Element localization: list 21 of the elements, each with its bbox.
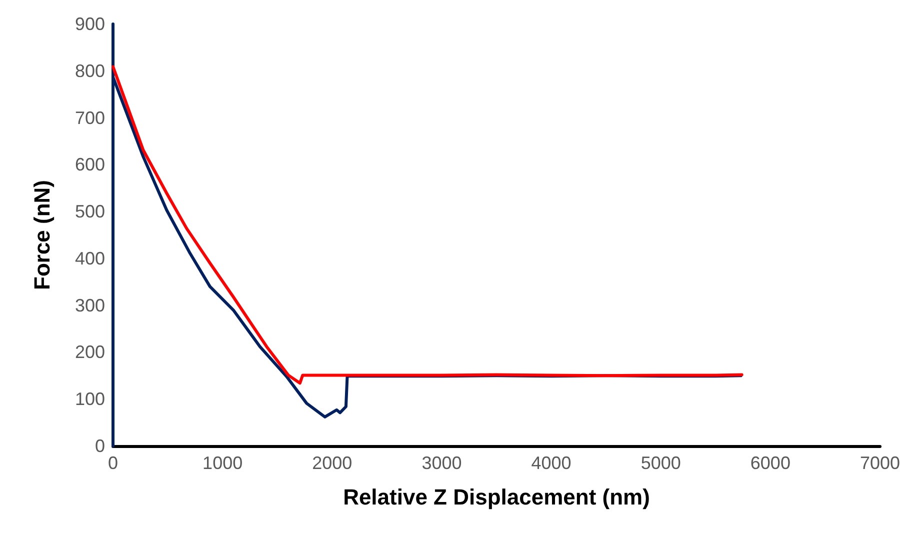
x-tick-label: 4000	[531, 453, 572, 473]
y-tick-label: 600	[74, 154, 105, 175]
y-tick-label: 100	[74, 389, 105, 410]
y-tick-label: 300	[74, 295, 105, 316]
y-tick-label: 0	[94, 436, 105, 456]
x-tick-label: 1000	[202, 453, 243, 473]
x-tick-label: 7000	[860, 453, 900, 473]
x-tick-label: 6000	[750, 453, 790, 473]
y-tick-label: 200	[74, 342, 105, 362]
x-tick-label: 0	[108, 453, 118, 473]
x-tick-label: 5000	[640, 453, 681, 473]
y-axis-title: Force (nN)	[30, 180, 54, 290]
y-tick-label: 700	[74, 108, 105, 128]
x-tick-label: 3000	[422, 453, 462, 473]
x-tick-label: 2000	[312, 453, 352, 473]
x-axis-title: Relative Z Displacement (nm)	[343, 484, 650, 510]
y-tick-label: 800	[74, 60, 105, 81]
y-tick-label: 500	[74, 202, 105, 222]
line-series	[112, 65, 744, 385]
y-tick-label: 400	[74, 248, 105, 268]
y-tick-label: 900	[74, 14, 105, 34]
